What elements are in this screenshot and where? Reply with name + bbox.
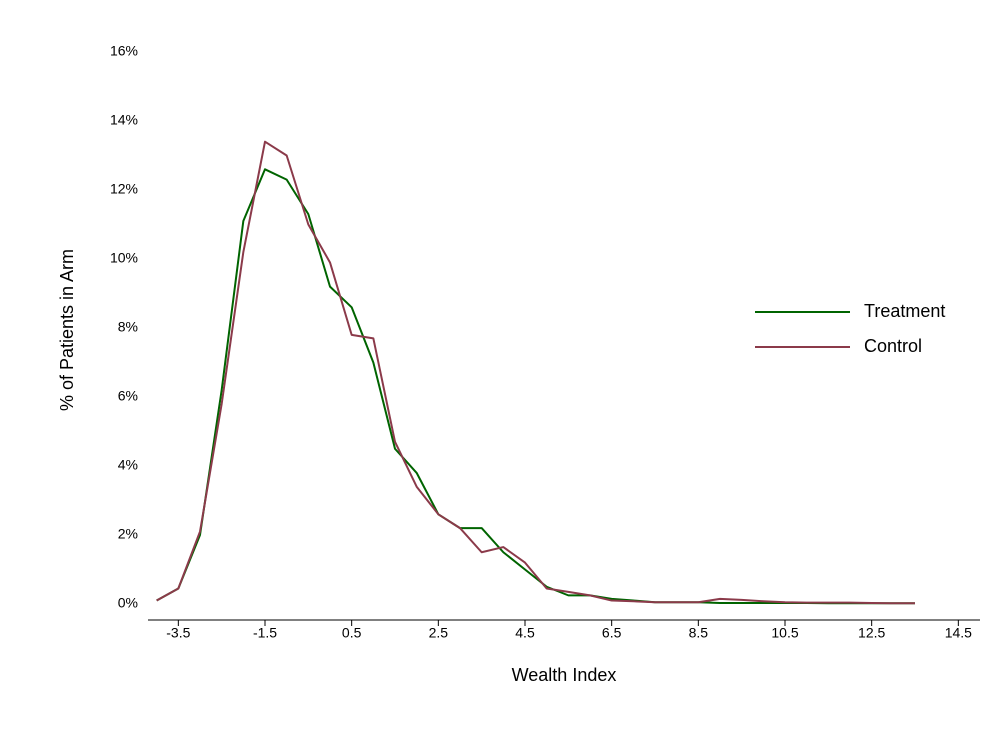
x-tick-label: 4.5: [515, 625, 535, 641]
line-series: [156, 140, 915, 605]
x-tick-label: 12.5: [858, 625, 885, 641]
legend-label: Control: [864, 336, 922, 356]
x-tick-label: 2.5: [429, 625, 449, 641]
x-tick-label: 0.5: [342, 625, 362, 641]
y-tick-label: 10%: [110, 250, 138, 266]
y-tick-label: 8%: [118, 319, 138, 335]
x-tick-label: 10.5: [771, 625, 798, 641]
y-tick-label: 2%: [118, 526, 138, 542]
y-tick-label: 0%: [118, 595, 138, 611]
x-tick-label: 8.5: [689, 625, 709, 641]
x-tick-label: -1.5: [253, 625, 277, 641]
x-tick-label: -3.5: [166, 625, 190, 641]
x-tick-label: 14.5: [945, 625, 972, 641]
y-axis-title: % of Patients in Arm: [57, 249, 77, 411]
legend-label: Treatment: [864, 301, 945, 321]
x-tick-label: 6.5: [602, 625, 622, 641]
y-tick-label: 4%: [118, 457, 138, 473]
x-axis-title: Wealth Index: [512, 665, 617, 685]
line-series: [156, 168, 915, 605]
y-tick-label: 16%: [110, 43, 138, 59]
y-tick-label: 12%: [110, 181, 138, 197]
y-tick-label: 14%: [110, 112, 138, 128]
y-tick-label: 6%: [118, 388, 138, 404]
